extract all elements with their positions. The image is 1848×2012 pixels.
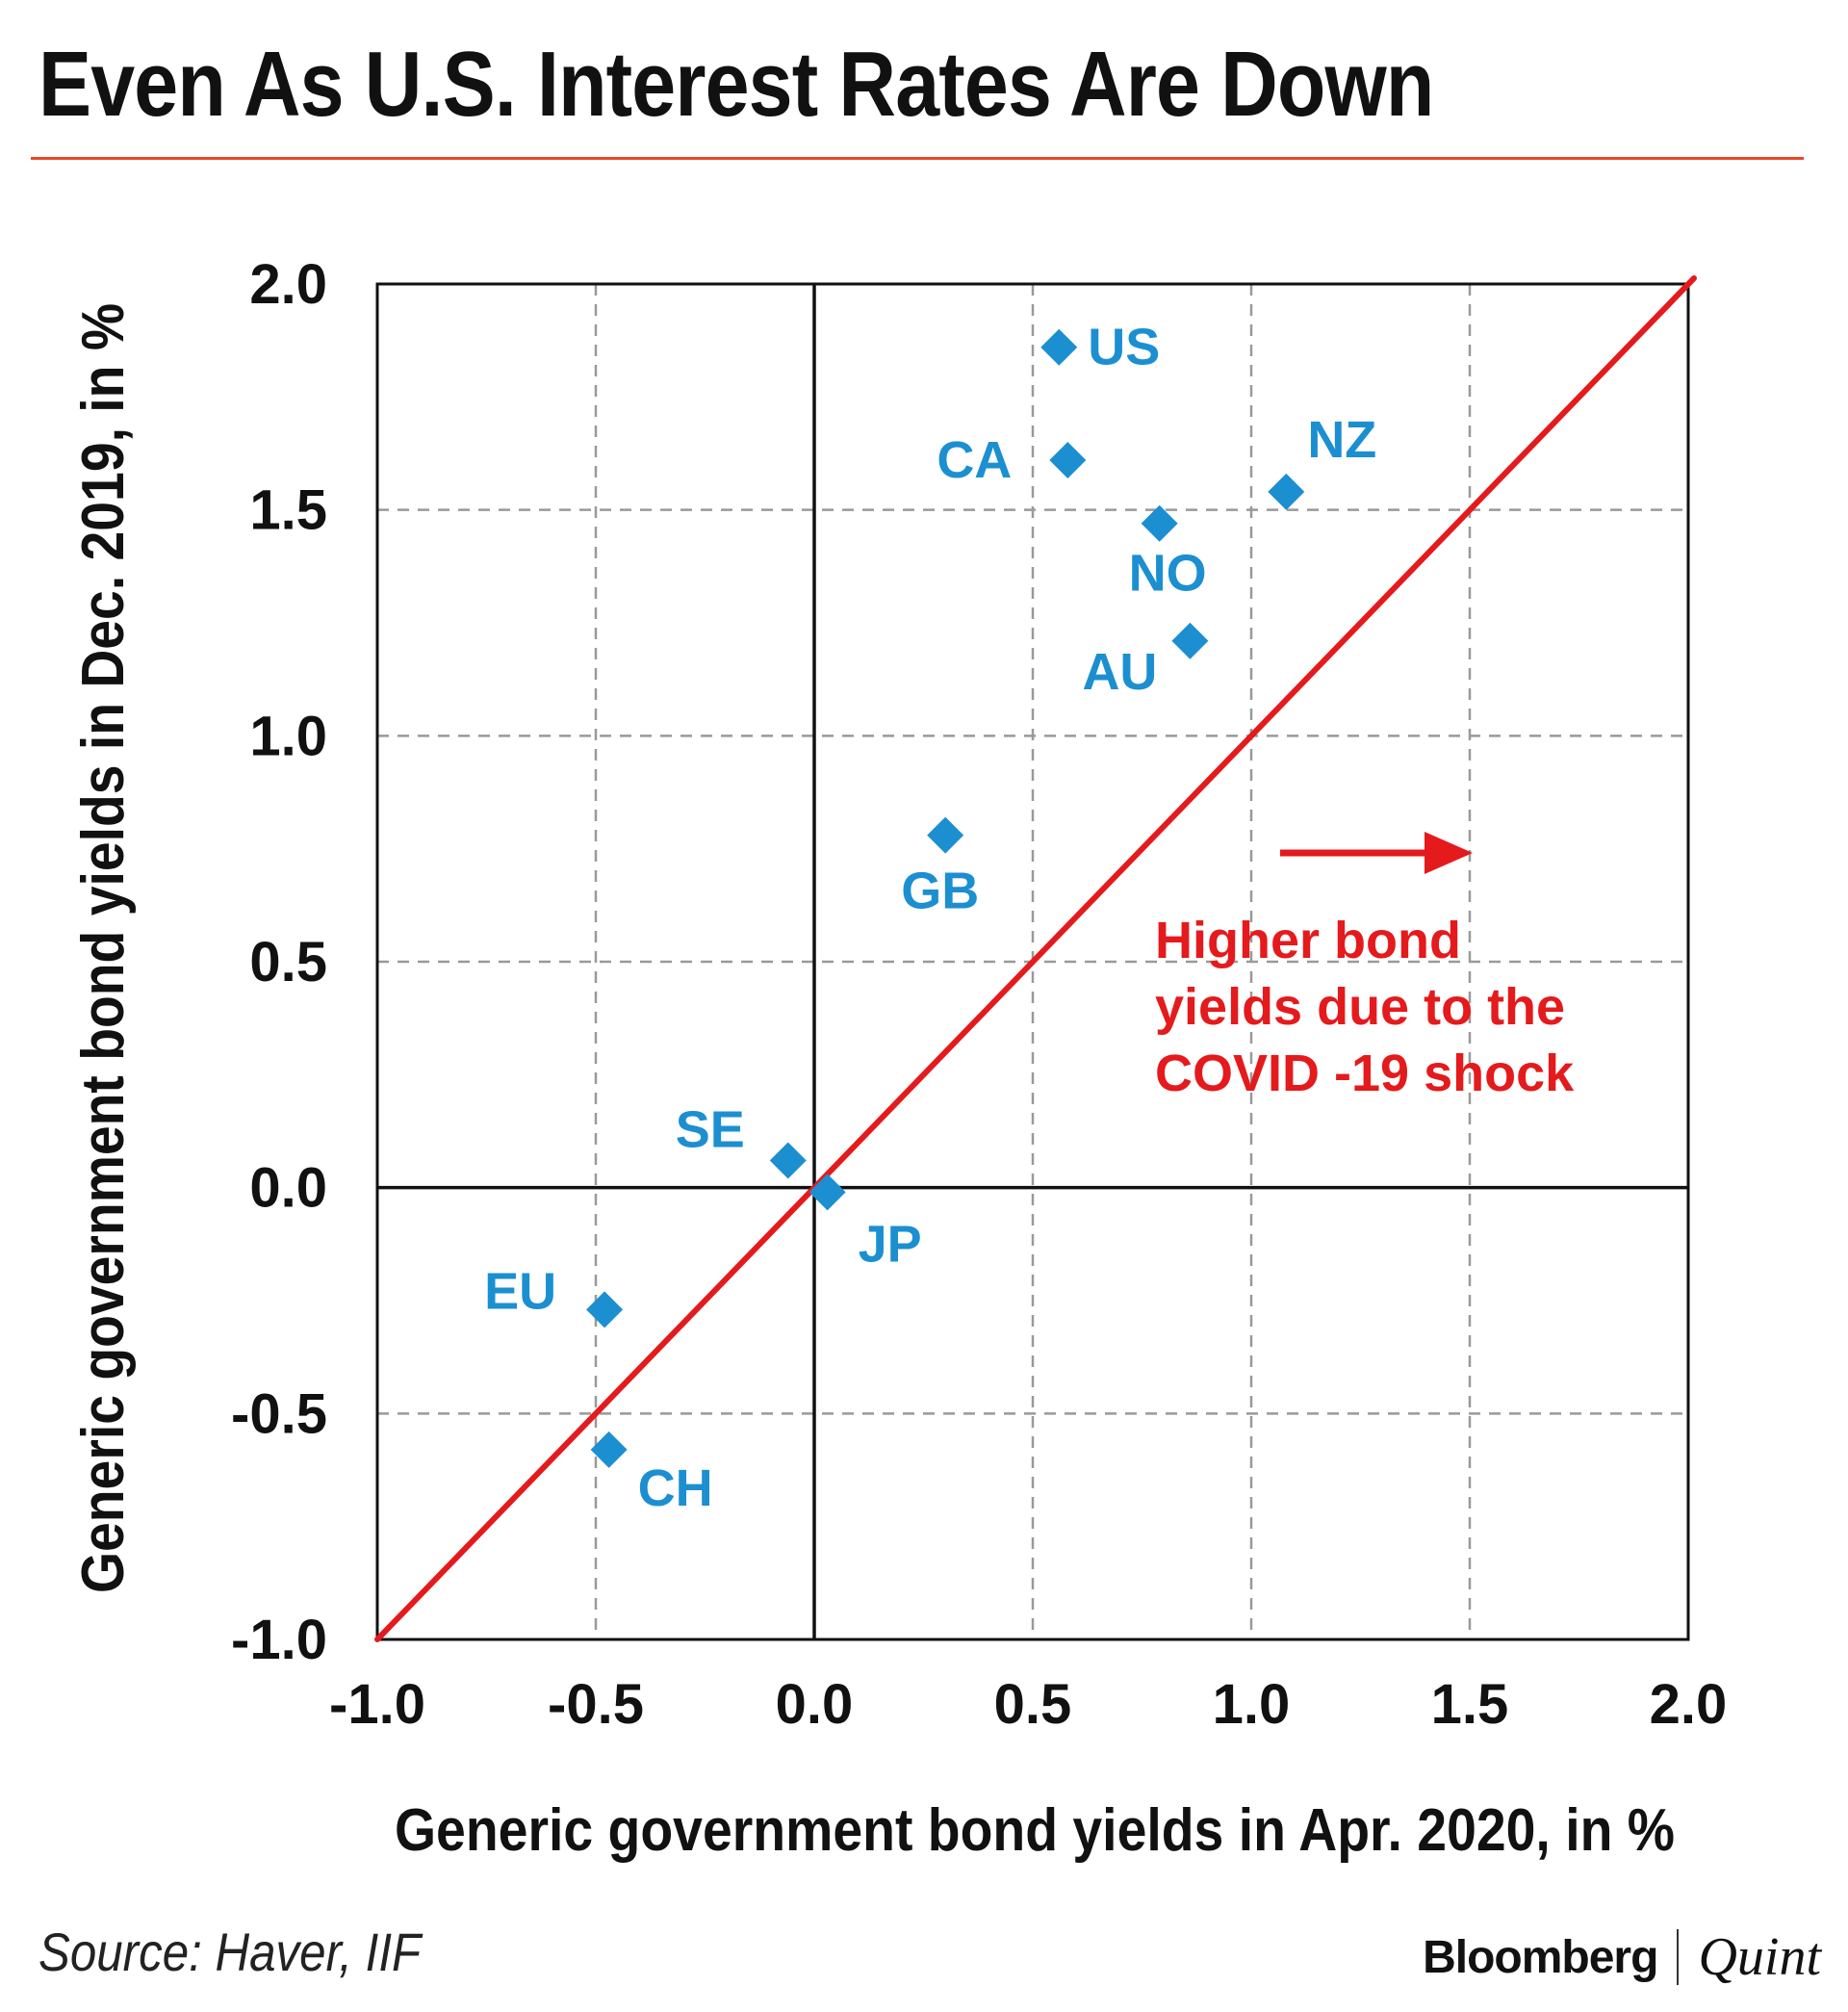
point-label-ch: CH xyxy=(638,1459,713,1517)
annotation-line-2: yields due to the xyxy=(1155,978,1565,1036)
point-label-jp: JP xyxy=(859,1215,922,1273)
source-note: Source: Haver, IIF xyxy=(38,1922,422,1982)
y-tick-label: -0.5 xyxy=(231,1382,327,1445)
point-label-no: NO xyxy=(1129,545,1207,603)
brand-bloomberg: Bloomberg xyxy=(1423,1931,1658,1983)
x-tick-label: 2.0 xyxy=(1650,1673,1728,1736)
x-axis-label: Generic government bond yields in Apr. 2… xyxy=(395,1797,1675,1864)
x-tick-label: 0.0 xyxy=(776,1673,854,1736)
point-label-us: US xyxy=(1088,319,1160,376)
title-divider xyxy=(31,157,1804,160)
point-label-nz: NZ xyxy=(1307,411,1376,469)
point-label-eu: EU xyxy=(484,1262,556,1320)
annotation-arrow-head xyxy=(1424,832,1473,874)
point-label-au: AU xyxy=(1082,643,1157,701)
point-label-se: SE xyxy=(676,1101,745,1159)
data-point-jp xyxy=(808,1174,846,1211)
brand-quint: Quint xyxy=(1698,1927,1821,1987)
brand-logo: Bloomberg Quint xyxy=(1423,1923,1821,1991)
annotation: Higher bond yields due to the COVID -19 … xyxy=(1155,832,1575,1102)
data-point-au xyxy=(1171,622,1209,659)
y-tick-label: 1.0 xyxy=(249,705,327,767)
zero-axes xyxy=(377,284,1688,1639)
x-tick-label: 1.5 xyxy=(1431,1673,1509,1736)
data-points: US CA NZ NO AU GB SE JP EU CH xyxy=(484,319,1376,1517)
data-point-ch xyxy=(590,1431,628,1468)
data-point-nz xyxy=(1268,473,1305,510)
y-tick-label: -1.0 xyxy=(231,1609,327,1671)
point-label-ca: CA xyxy=(937,431,1012,489)
y-tick-label: 1.5 xyxy=(249,479,327,542)
y-axis-label: Generic government bond yields in Dec. 2… xyxy=(70,303,137,1593)
data-point-se xyxy=(769,1142,807,1179)
tick-labels: -1.0 -0.5 0.0 0.5 1.0 1.5 2.0 -1.0 -0.5 0.0 0.5 1.0… xyxy=(231,253,1727,1736)
x-tick-label: 0.5 xyxy=(994,1673,1072,1736)
point-label-gb: GB xyxy=(901,863,979,920)
data-point-eu xyxy=(586,1291,624,1328)
y-tick-label: 0.5 xyxy=(249,931,327,993)
brand-separator xyxy=(1677,1929,1680,1985)
page-title: Even As U.S. Interest Rates Are Down xyxy=(38,33,1434,136)
x-tick-label: 1.0 xyxy=(1213,1673,1291,1736)
x-tick-label: -1.0 xyxy=(329,1673,425,1736)
x-tick-label: -0.5 xyxy=(548,1673,644,1736)
data-point-gb xyxy=(927,816,964,854)
y-tick-label: 0.0 xyxy=(249,1157,327,1220)
data-point-ca xyxy=(1049,442,1087,479)
data-point-no xyxy=(1141,504,1178,542)
annotation-line-3: COVID -19 shock xyxy=(1155,1045,1575,1102)
annotation-line-1: Higher bond xyxy=(1155,912,1461,969)
data-point-us xyxy=(1040,328,1078,366)
reference-line xyxy=(374,275,1697,1642)
plot-frame xyxy=(375,282,1690,1641)
y-tick-label: 2.0 xyxy=(249,253,327,316)
